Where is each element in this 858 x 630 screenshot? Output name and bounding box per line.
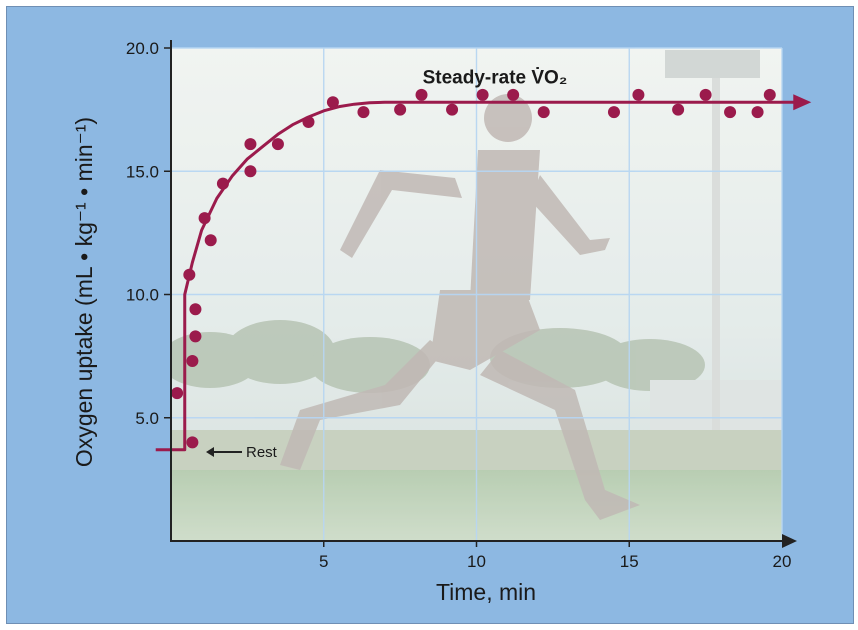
- rest-label: Rest: [246, 444, 278, 461]
- y-tick-label: 15.0: [126, 162, 159, 181]
- x-axis-ticks: 5 10 15 20: [319, 541, 791, 571]
- data-point: [763, 88, 776, 101]
- oxygen-uptake-curve: [155, 100, 798, 452]
- y-axis-ticks: 5.0 10.0 15.0 20.0: [126, 39, 171, 428]
- data-point: [724, 106, 737, 119]
- data-point: [507, 88, 520, 101]
- data-point: [171, 387, 184, 400]
- data-point: [186, 436, 199, 449]
- y-tick-label: 10.0: [126, 286, 159, 305]
- chart-axes: [170, 40, 797, 548]
- x-axis-arrow-icon: [782, 534, 797, 548]
- data-point: [415, 88, 428, 101]
- data-point: [394, 103, 407, 116]
- data-points: [171, 88, 776, 449]
- data-point: [632, 88, 645, 101]
- data-point: [198, 212, 211, 225]
- data-point: [244, 138, 257, 151]
- data-point: [357, 106, 370, 119]
- data-point: [537, 106, 550, 119]
- data-point: [607, 106, 620, 119]
- data-point: [216, 177, 229, 190]
- data-point: [189, 303, 202, 316]
- data-point: [271, 138, 284, 151]
- data-point: [183, 268, 196, 281]
- data-point: [302, 115, 315, 128]
- steady-rate-curve: [155, 94, 812, 452]
- data-point: [446, 103, 459, 116]
- data-point: [186, 355, 199, 368]
- x-tick-label: 5: [319, 552, 328, 571]
- steady-rate-annotation: Steady-rate V̇O₂: [423, 67, 568, 89]
- curve-arrowhead-icon: [793, 94, 812, 111]
- x-axis-title: Time, min: [436, 579, 536, 605]
- data-point: [204, 234, 217, 247]
- data-point: [476, 88, 489, 101]
- left-arrow-icon: [206, 447, 214, 457]
- y-axis-title: Oxygen uptake (mL • kg⁻¹ • min⁻¹): [71, 117, 97, 467]
- y-tick-label: 20.0: [126, 39, 159, 58]
- x-tick-label: 20: [773, 552, 792, 571]
- data-point: [699, 88, 712, 101]
- data-point: [189, 330, 202, 343]
- chart-grid: [171, 47, 783, 541]
- rest-annotation: Rest: [206, 444, 278, 461]
- y-tick-label: 5.0: [135, 409, 159, 428]
- data-point: [751, 106, 764, 119]
- data-point: [672, 103, 685, 116]
- x-tick-label: 10: [467, 552, 486, 571]
- data-point: [326, 96, 339, 109]
- x-tick-label: 15: [620, 552, 639, 571]
- data-point: [244, 165, 257, 178]
